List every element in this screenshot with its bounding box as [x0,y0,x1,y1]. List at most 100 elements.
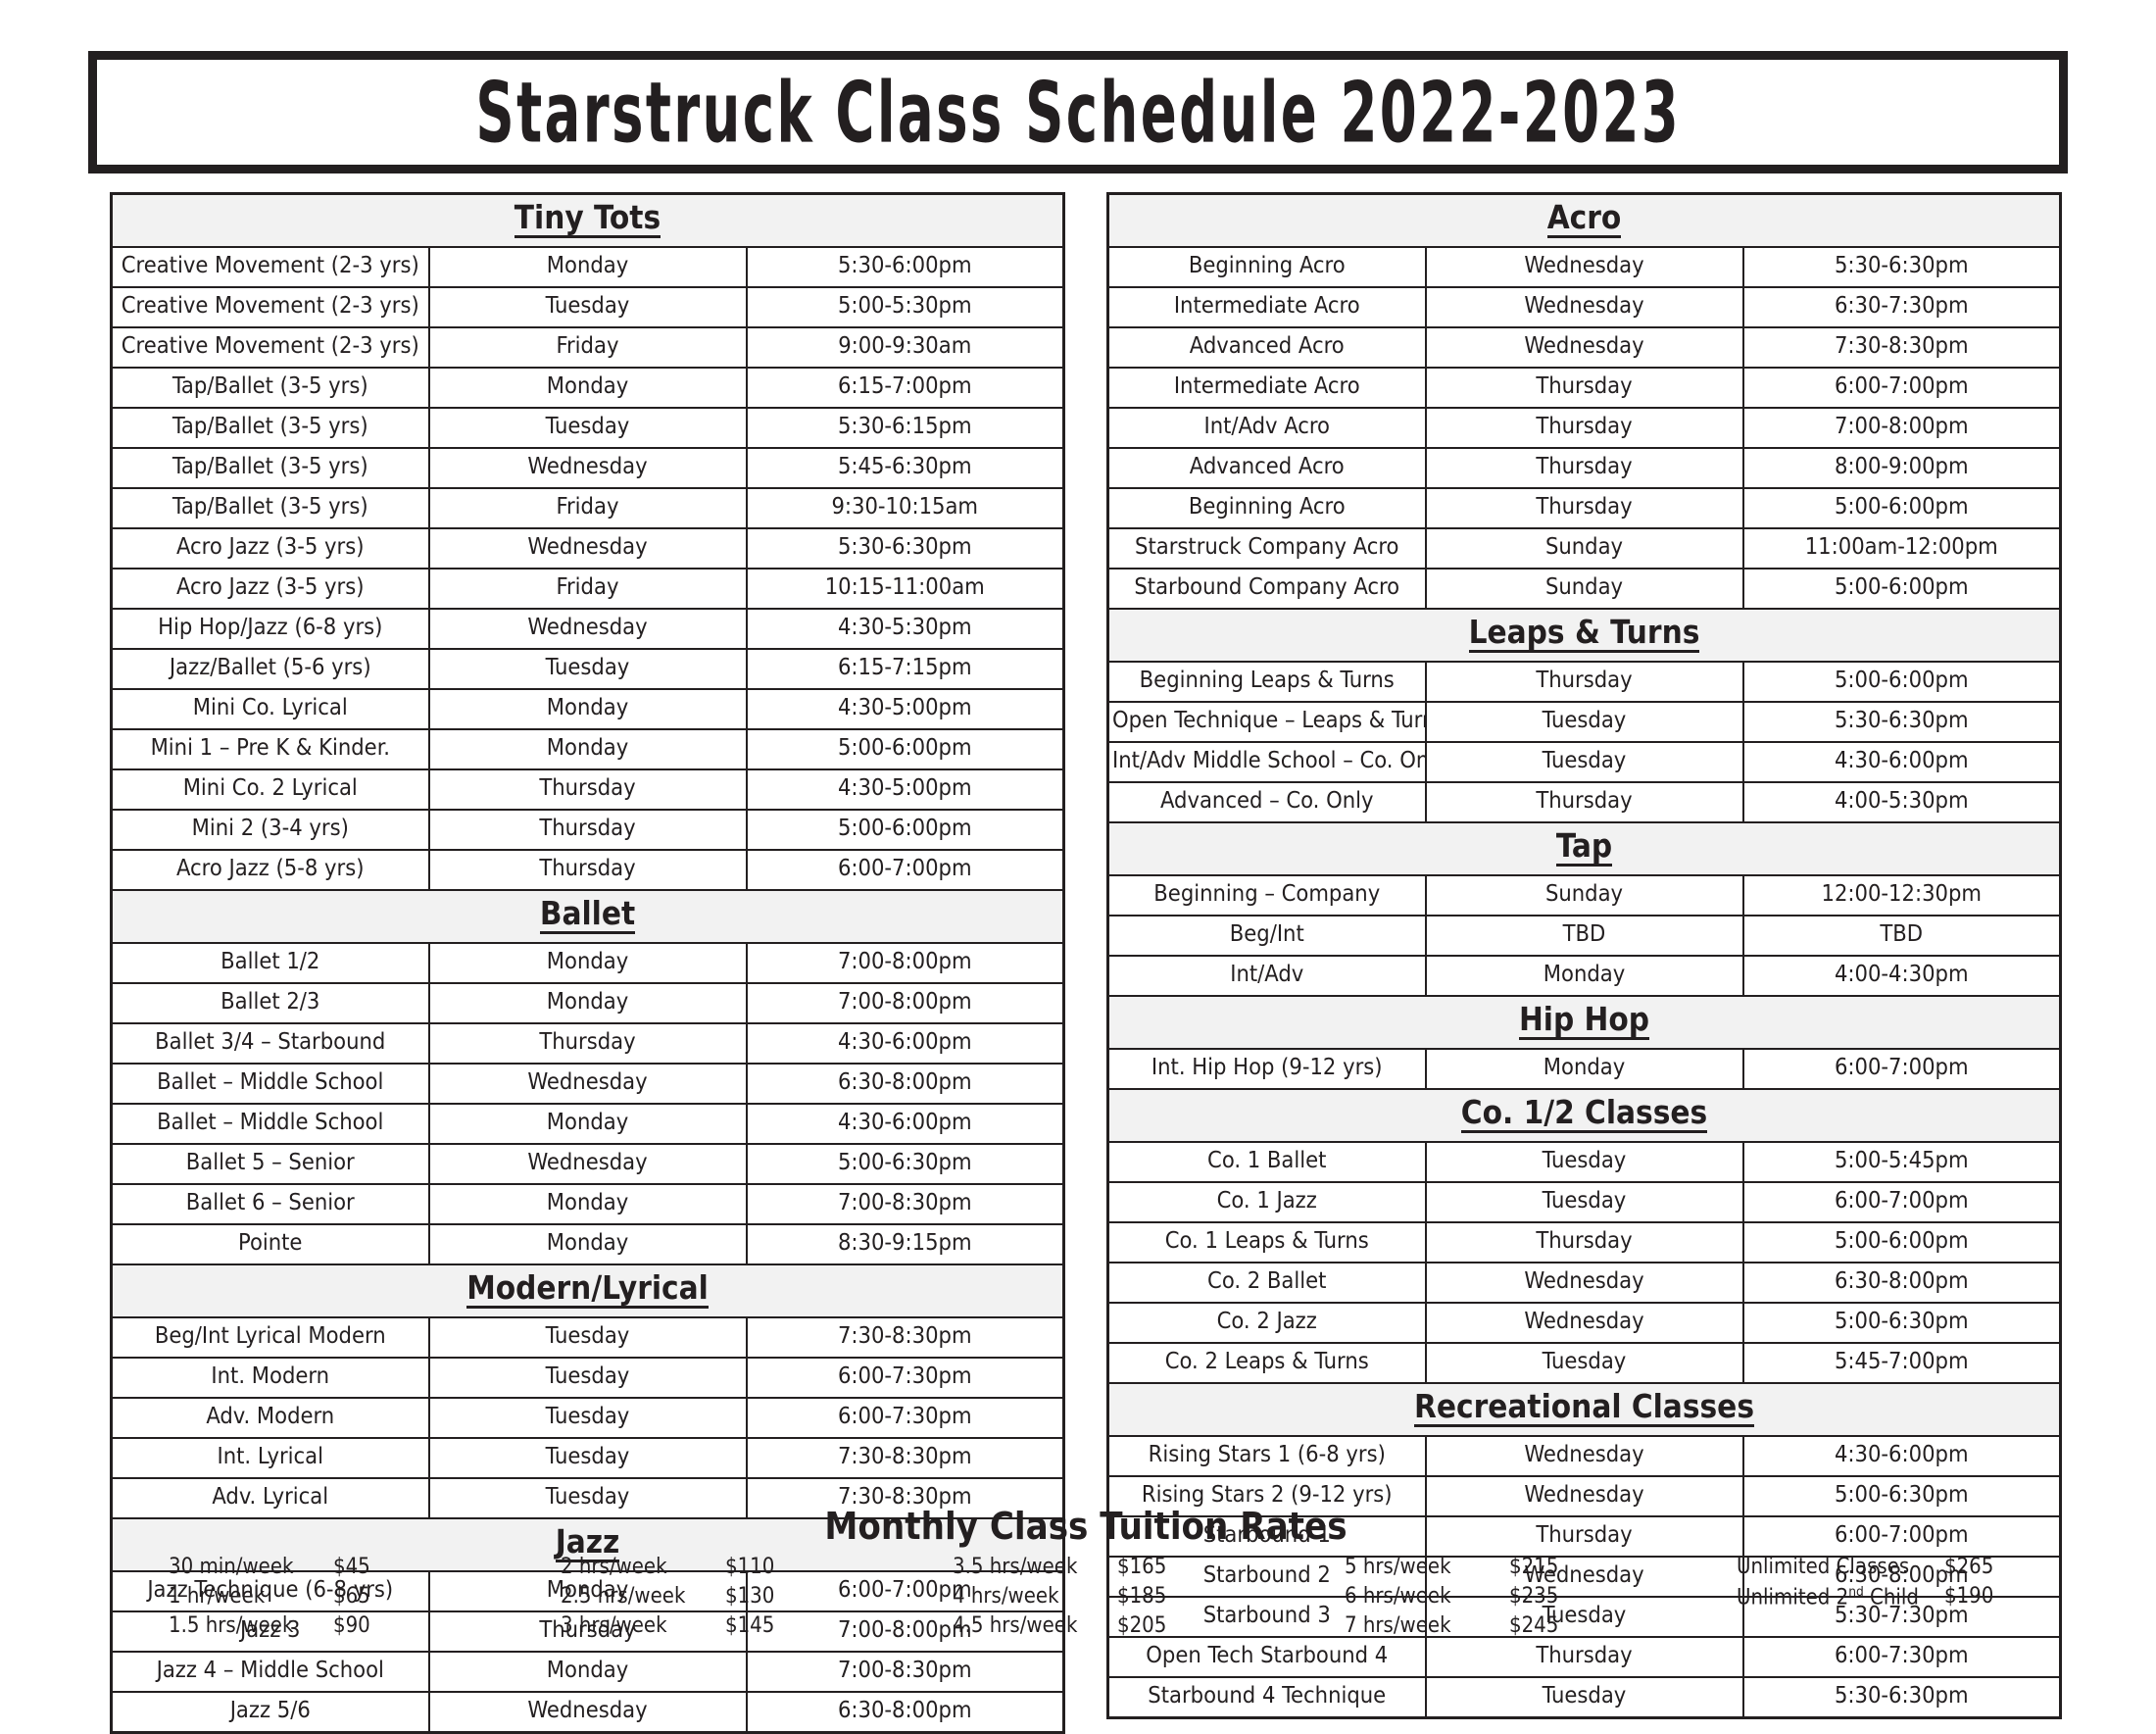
class-row: Mini Co. Lyrical Monday 4:30-5:00pm [110,688,1065,730]
tuition-rate-row: 30 min/week $45 [169,1556,392,1578]
class-row: Tap/Ballet (3-5 yrs) Wednesday 5:45-6:30pm [110,447,1065,489]
class-time-cell: 6:00-7:00pm [1741,367,2062,409]
class-day-cell: Tuesday [427,648,748,690]
class-name-cell: Ballet – Middle School [110,1103,430,1145]
class-name-cell: Starbound Company Acro [1106,568,1427,610]
tuition-rate-label: 2.5 hrs/week [561,1583,686,1609]
class-name-cell: Beginning Leaps & Turns [1106,661,1427,703]
class-row: Jazz Technique (6-8 yrs) Monday 6:00-7:00p… [110,1570,1065,1612]
class-day-cell: Friday [427,326,748,369]
section-header-row: Tiny Tots [110,192,1065,248]
section-header-row: Leaps & Turns [1106,608,2062,663]
class-row: Starbound 1 Thursday 6:00-7:00pm [1106,1515,2062,1558]
class-row: Int. Hip Hop (9-12 yrs) Monday 6:00-7:00pm [1106,1048,2062,1090]
class-row: Adv. Modern Tuesday 6:00-7:30pm [110,1397,1065,1439]
class-time-cell: 6:00-7:30pm [1741,1636,2062,1678]
section-header-cell: Jazz [110,1517,1065,1572]
class-row: Acro Jazz (3-5 yrs) Friday 10:15-11:00am [110,568,1065,610]
section-header-cell: Recreational Classes [1106,1382,2062,1437]
class-time-cell: 5:30-6:30pm [1741,246,2062,288]
section-title: Recreational Classes [1414,1389,1754,1428]
class-row: Co. 1 Ballet Tuesday 5:00-5:45pm [1106,1141,2062,1183]
class-row: Starbound 3 Tuesday 5:30-7:30pm [1106,1596,2062,1638]
class-name-cell: Beginning Acro [1106,246,1427,288]
section-header-cell: Ballet [110,889,1065,944]
class-name-cell: Hip Hop/Jazz (6-8 yrs) [110,608,430,650]
class-row: Ballet 2/3 Monday 7:00-8:00pm [110,982,1065,1024]
class-name-cell: Int/Adv Acro [1106,407,1427,449]
class-row: Beg/Int Lyrical Modern Tuesday 7:30-8:30pm [110,1316,1065,1359]
class-name-cell: Adv. Lyrical [110,1477,430,1519]
class-row: Mini 1 – Pre K & Kinder. Monday 5:00-6:00p… [110,728,1065,770]
class-row: Creative Movement (2-3 yrs) Tuesday 5:00-5… [110,286,1065,328]
section-header-cell: Tiny Tots [110,192,1065,248]
class-name-cell: Co. 2 Jazz [1106,1302,1427,1344]
class-name-cell: Intermediate Acro [1106,286,1427,328]
class-row: Ballet – Middle School Wednesday 6:30-8:00… [110,1063,1065,1105]
class-day-cell: Wednesday [1424,1556,1744,1598]
class-time-cell: 6:00-7:00pm [1741,1181,2062,1223]
section-header-cell: Tap [1106,821,2062,876]
class-name-cell: Int. Hip Hop (9-12 yrs) [1106,1048,1427,1090]
class-day-cell: Thursday [427,849,748,891]
class-day-cell: Wednesday [427,447,748,489]
class-row: Tap/Ballet (3-5 yrs) Friday 9:30-10:15am [110,487,1065,529]
class-day-cell: Monday [1424,955,1744,997]
class-time-cell: 5:30-6:30pm [1741,701,2062,743]
section-title: Acro [1546,200,1622,239]
class-name-cell: Beginning – Company [1106,874,1427,917]
class-day-cell: Tuesday [427,1477,748,1519]
class-day-cell: Wednesday [1424,1435,1744,1477]
section-header-row: Hip Hop [1106,995,2062,1050]
class-name-cell: Open Technique – Leaps & Turns [1106,701,1427,743]
class-day-cell: Thursday [1424,367,1744,409]
class-row: Rising Stars 1 (6-8 yrs) Wednesday 4:30-6:… [1106,1435,2062,1477]
class-day-cell: Thursday [427,768,748,811]
class-day-cell: Monday [427,1183,748,1225]
class-time-cell: 6:30-8:00pm [1741,1556,2062,1598]
class-row: Int/Adv Acro Thursday 7:00-8:00pm [1106,407,2062,449]
tuition-rate-value: $190 [1944,1583,1994,1609]
class-time-cell: 5:30-7:30pm [1741,1596,2062,1638]
tuition-rate-label: 3.5 hrs/week [953,1554,1078,1579]
class-time-cell: 5:45-7:00pm [1741,1342,2062,1384]
class-time-cell: 6:15-7:00pm [745,367,1065,409]
class-day-cell: Monday [427,728,748,770]
class-time-cell: 7:00-8:00pm [745,982,1065,1024]
class-name-cell: Intermediate Acro [1106,367,1427,409]
tuition-rate-value: $185 [1117,1583,1167,1609]
section-header-cell: Acro [1106,192,2062,248]
tuition-rate-row: 4.5 hrs/week $205 [953,1614,1176,1637]
class-day-cell: Monday [1424,1048,1744,1090]
class-name-cell: Jazz 4 – Middle School [110,1651,430,1693]
class-time-cell: 6:30-8:00pm [1741,1262,2062,1304]
tuition-rate-row: Unlimited 2nd Child $190 [1737,1583,2003,1610]
class-name-cell: Tap/Ballet (3-5 yrs) [110,367,430,409]
class-name-cell: Ballet 1/2 [110,942,430,984]
class-row: Tap/Ballet (3-5 yrs) Monday 6:15-7:00pm [110,367,1065,409]
title-banner: Starstruck Class Schedule 2022-2023 [88,51,2068,173]
schedule-columns: Tiny Tots Creative Movement (2-3 yrs) Mond… [110,192,2062,1734]
class-day-cell: Tuesday [1424,1141,1744,1183]
class-row: Open Technique – Leaps & Turns Tuesday 5:3… [1106,701,2062,743]
class-time-cell: 5:00-6:00pm [745,809,1065,851]
class-time-cell: 5:30-6:15pm [745,407,1065,449]
class-day-cell: Wednesday [427,1691,748,1734]
class-day-cell: Thursday [1424,1221,1744,1263]
class-time-cell: 4:30-6:00pm [745,1022,1065,1065]
class-row: Intermediate Acro Wednesday 6:30-7:30pm [1106,286,2062,328]
class-time-cell: 7:00-8:00pm [745,1610,1065,1653]
tuition-rate-column: 30 min/week $45 1 hr/week $65 1.5 hrs/week $9… [169,1556,392,1637]
class-time-cell: 6:00-7:00pm [745,849,1065,891]
class-day-cell: TBD [1424,915,1744,957]
class-name-cell: Pointe [110,1223,430,1265]
class-name-cell: Beginning Acro [1106,487,1427,529]
class-row: Creative Movement (2-3 yrs) Friday 9:00-9:… [110,326,1065,369]
left-schedule-table: Tiny Tots Creative Movement (2-3 yrs) Mond… [110,192,1065,1734]
class-name-cell: Rising Stars 1 (6-8 yrs) [1106,1435,1427,1477]
class-row: Jazz 5/6 Wednesday 6:30-8:00pm [110,1691,1065,1734]
section-header-row: Jazz [110,1517,1065,1572]
class-day-cell: Sunday [1424,874,1744,917]
section-title: Modern/Lyrical [466,1270,709,1310]
class-day-cell: Monday [427,1103,748,1145]
